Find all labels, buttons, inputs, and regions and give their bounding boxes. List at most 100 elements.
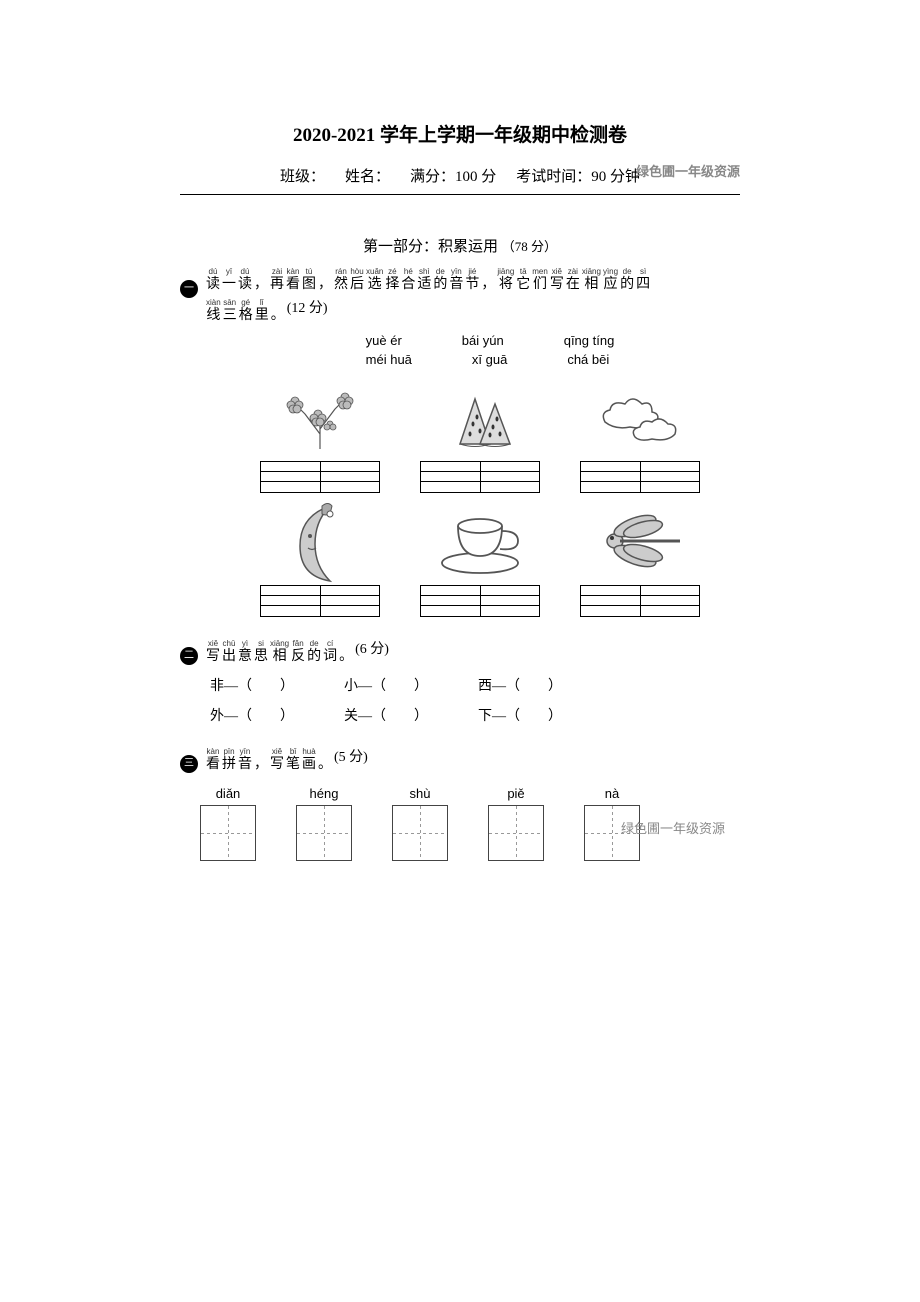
ruby-char: jié节 — [465, 268, 479, 294]
section-3-line: kàn看pīn拼yīn音，xiě写bǐ笔huà画。(5 分) — [206, 743, 740, 774]
section-3-text: kàn看pīn拼yīn音，xiě写bǐ笔huà画。(5 分) — [206, 743, 740, 774]
points-label: (12 分) — [287, 294, 328, 325]
ruby-char: sì四 — [636, 268, 650, 294]
section-1-num: 一 — [180, 280, 198, 298]
bank-item: bái yún — [462, 333, 504, 348]
tian-box[interactable] — [200, 805, 256, 861]
ruby-char: fǎn反 — [291, 640, 305, 666]
ruby-char: xiě写 — [270, 748, 284, 774]
antonym-item[interactable]: 关—（ ） — [344, 705, 428, 725]
ruby-char: de的 — [433, 268, 447, 294]
section-2: 二 xiě写chū出yì意si思xiāng相fǎn反de的cí词。(6 分) 非… — [180, 635, 740, 726]
antonym-item[interactable]: 小—（ ） — [344, 675, 428, 695]
num-badge-2: 二 — [180, 647, 198, 665]
stroke-label: héng — [310, 786, 339, 801]
ruby-char: ， — [318, 276, 332, 294]
pinyin-bank: yuè ér bái yún qīng tíng méi huā xī guā … — [240, 333, 740, 367]
ruby-char: de的 — [620, 268, 634, 294]
antonym-row-2: 外—（ ） 关—（ ） 下—（ ） — [210, 705, 740, 725]
section-2-text: xiě写chū出yì意si思xiāng相fǎn反de的cí词。(6 分) — [206, 635, 740, 666]
tian-box[interactable] — [488, 805, 544, 861]
pinyin-answer-box[interactable] — [260, 461, 380, 493]
antonym-row-1: 非—（ ） 小—（ ） 西—（ ） — [210, 675, 740, 695]
points-label: (5 分) — [334, 743, 368, 774]
stroke-cell: diǎn — [200, 786, 256, 861]
page-title: 2020-2021 学年上学期一年级期中检测卷 — [180, 120, 740, 147]
ruby-char: men们 — [532, 268, 548, 294]
ruby-char: chū出 — [222, 640, 236, 666]
pinyin-answer-box[interactable] — [580, 585, 700, 617]
section-1-line2: xiàn线sān三gé格lǐ里。(12 分) — [206, 294, 740, 325]
ruby-char: xiāng相 — [582, 268, 601, 294]
section-1: 一 dú读yī一dú读，zài再kàn看tú图，rán然hòu后xuǎn选zé择… — [180, 268, 740, 617]
tian-box[interactable] — [296, 805, 352, 861]
ruby-char: xiě写 — [550, 268, 564, 294]
ruby-char: bǐ笔 — [286, 748, 300, 774]
pinyin-answer-box[interactable] — [260, 585, 380, 617]
section-1-line1: dú读yī一dú读，zài再kàn看tú图，rán然hòu后xuǎn选zé择hé… — [206, 268, 740, 294]
pinyin-answer-box[interactable] — [580, 461, 700, 493]
image-grid — [220, 377, 740, 617]
ruby-char: ， — [254, 276, 268, 294]
image-cell-plum — [255, 377, 385, 493]
stroke-label: diǎn — [216, 786, 241, 801]
ruby-char: huà画 — [302, 748, 316, 774]
ruby-char: dú读 — [238, 268, 252, 294]
antonym-item[interactable]: 非—（ ） — [210, 675, 294, 695]
ruby-char: yī一 — [222, 268, 236, 294]
watermark-top: 绿色圃一年级资源 — [636, 161, 740, 180]
ruby-char: jiāng将 — [497, 268, 514, 294]
bank-item: méi huā — [366, 352, 412, 367]
dragonfly-icon — [585, 501, 695, 581]
num-badge-1: 一 — [180, 280, 198, 298]
ruby-char: hé合 — [401, 268, 415, 294]
part1-title-points: （78 分） — [502, 239, 557, 254]
ruby-char: kàn看 — [286, 268, 300, 294]
class-field: 班级： — [280, 165, 325, 186]
ruby-char: tú图 — [302, 268, 316, 294]
section-2-header: 二 xiě写chū出yì意si思xiāng相fǎn反de的cí词。(6 分) — [180, 635, 740, 666]
section-1-text: dú读yī一dú读，zài再kàn看tú图，rán然hòu后xuǎn选zé择hé… — [206, 268, 740, 325]
antonym-item[interactable]: 外—（ ） — [210, 705, 294, 725]
pinyin-bank-row2: méi huā xī guā chá bēi — [366, 352, 615, 367]
section-3-header: 三 kàn看pīn拼yīn音，xiě写bǐ笔huà画。(5 分) — [180, 743, 740, 774]
ruby-char: xuǎn选 — [366, 268, 383, 294]
num-badge-3: 三 — [180, 755, 198, 773]
cloud-icon — [585, 377, 695, 457]
exam-page: 2020-2021 学年上学期一年级期中检测卷 班级： 姓名： 满分：100 分… — [0, 0, 920, 861]
ruby-char: zài再 — [270, 268, 284, 294]
image-cell-watermelon — [415, 377, 545, 493]
ruby-char: cí词 — [323, 640, 337, 666]
ruby-char: yì意 — [238, 640, 252, 666]
stroke-cell: héng — [296, 786, 352, 861]
part1-title: 第一部分：积累运用 （78 分） — [180, 235, 740, 256]
antonym-item[interactable]: 下—（ ） — [478, 705, 562, 725]
pinyin-answer-box[interactable] — [420, 461, 540, 493]
ruby-char: 。 — [271, 307, 285, 325]
tian-box[interactable] — [392, 805, 448, 861]
bank-item: qīng tíng — [564, 333, 615, 348]
section-2-num: 二 — [180, 647, 198, 665]
ruby-char: 。 — [318, 756, 332, 774]
ruby-char: shì适 — [417, 268, 431, 294]
ruby-char: ， — [254, 756, 268, 774]
ruby-char: ， — [481, 276, 495, 294]
ruby-char: xiāng相 — [270, 640, 289, 666]
ruby-char: hòu后 — [350, 268, 364, 294]
moon-icon — [265, 501, 375, 581]
pinyin-answer-box[interactable] — [420, 585, 540, 617]
ruby-char: yīn音 — [238, 748, 252, 774]
ruby-char: dú读 — [206, 268, 220, 294]
time-field: 考试时间：90 分钟 — [516, 165, 640, 186]
bank-item: xī guā — [472, 352, 507, 367]
pinyin-bank-row1: yuè ér bái yún qīng tíng — [366, 333, 615, 348]
ruby-char: rán然 — [334, 268, 348, 294]
stroke-cell: shù — [392, 786, 448, 861]
stroke-label: shù — [410, 786, 431, 801]
ruby-char: si思 — [254, 640, 268, 666]
image-cell-moon — [255, 501, 385, 617]
image-cell-dragonfly — [575, 501, 705, 617]
antonym-item[interactable]: 西—（ ） — [478, 675, 562, 695]
bank-item: chá bēi — [567, 352, 609, 367]
ruby-char: de的 — [307, 640, 321, 666]
